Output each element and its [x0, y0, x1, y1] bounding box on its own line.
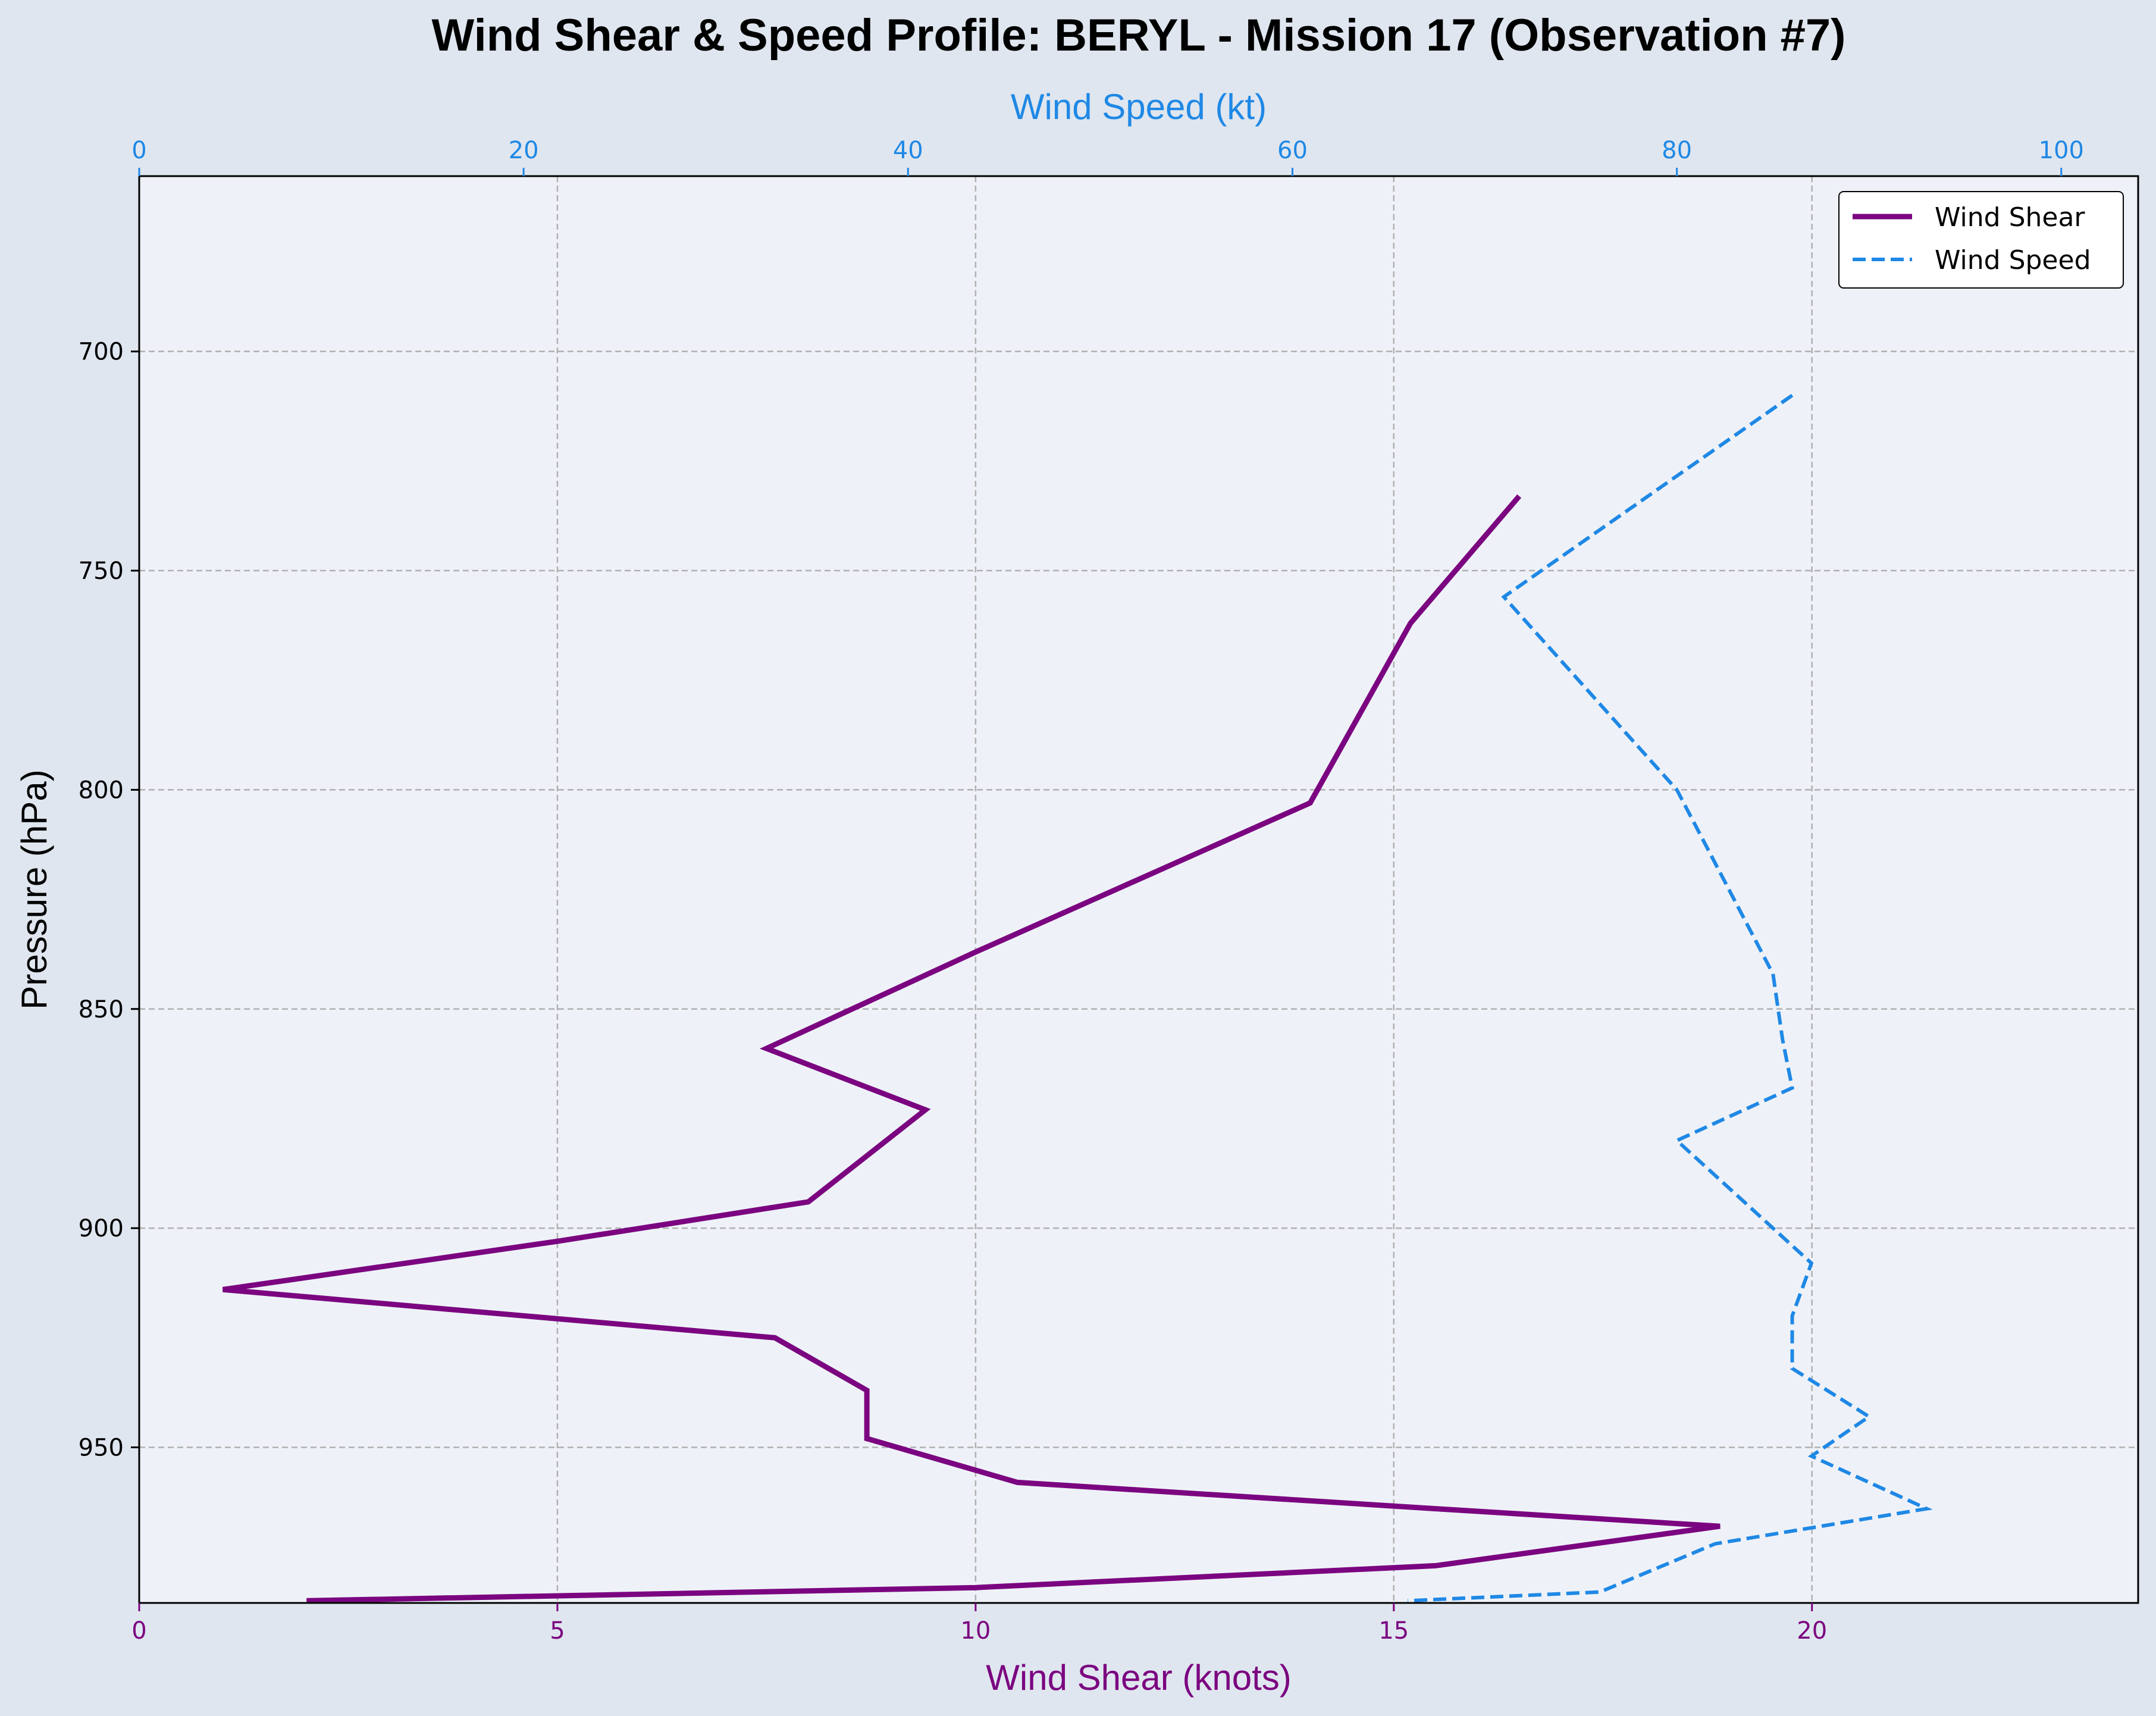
y-tick-label: 800 [79, 776, 124, 804]
top-axis-label: Wind Speed (kt) [1011, 87, 1267, 127]
x-bottom-tick-label: 10 [960, 1617, 991, 1645]
x-bottom-tick-label: 20 [1797, 1617, 1827, 1645]
series-line-wind-speed [1408, 393, 1933, 1603]
legend-label-wind-shear: Wind Shear [1935, 202, 2085, 233]
series-line-wind-shear [222, 494, 1721, 1604]
x-top-tick-label: 0 [131, 137, 146, 164]
chart-title: Wind Shear & Speed Profile: BERYL - Miss… [432, 10, 1846, 61]
y-tick-label: 950 [79, 1434, 124, 1461]
x-bottom-tick-label: 0 [131, 1617, 146, 1645]
plot-area [139, 176, 2138, 1603]
y-axis-label: Pressure (hPa) [14, 769, 54, 1009]
x-top-tick-label: 80 [1662, 137, 1692, 164]
grid [138, 176, 2138, 1603]
x-bottom-tick-label: 5 [550, 1617, 565, 1645]
y-tick-label: 700 [79, 339, 124, 366]
y-tick-label: 900 [79, 1215, 124, 1242]
x-top-tick-label: 40 [893, 137, 923, 164]
legend-label-wind-speed: Wind Speed [1935, 245, 2091, 275]
legend: Wind Shear Wind Speed [1838, 191, 2124, 289]
x-top-tick-label: 100 [2039, 137, 2084, 164]
ticks: 700 750 800 850 900 950 0 5 10 15 20 0 20 40 60 80 100 [79, 137, 2084, 1645]
x-top-tick-label: 20 [509, 137, 539, 164]
y-tick-label: 850 [79, 996, 124, 1023]
plot-frame [138, 175, 2139, 1604]
y-tick-label: 750 [79, 558, 124, 585]
bottom-axis-label: Wind Shear (knots) [986, 1658, 1292, 1698]
x-top-tick-label: 60 [1277, 137, 1308, 164]
series-layer [222, 393, 1933, 1604]
x-bottom-tick-label: 15 [1378, 1617, 1409, 1645]
